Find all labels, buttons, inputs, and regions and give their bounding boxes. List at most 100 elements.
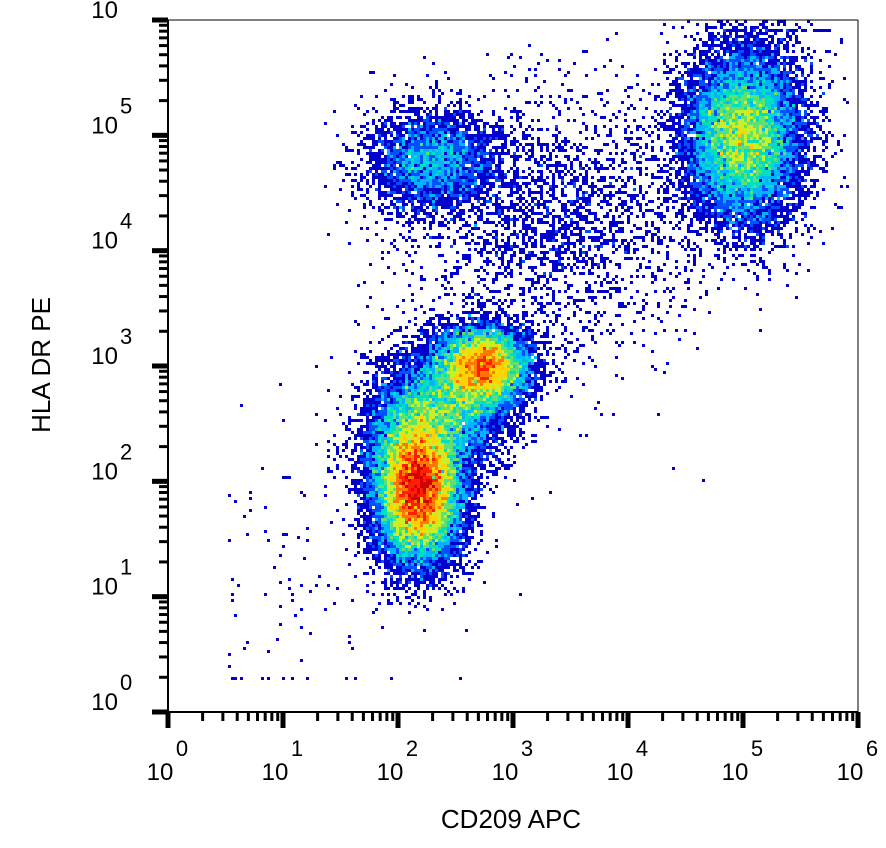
density-point bbox=[468, 176, 471, 179]
density-point bbox=[786, 86, 789, 89]
density-point bbox=[759, 125, 762, 128]
density-point bbox=[759, 158, 762, 161]
density-point bbox=[387, 191, 390, 194]
density-point bbox=[552, 194, 555, 197]
density-point bbox=[450, 167, 453, 170]
density-point bbox=[396, 128, 399, 131]
density-point bbox=[546, 206, 549, 209]
density-point bbox=[786, 137, 789, 140]
density-point bbox=[750, 104, 753, 107]
density-point bbox=[504, 173, 507, 176]
density-point bbox=[429, 134, 432, 137]
density-point bbox=[570, 179, 573, 182]
density-point bbox=[738, 35, 741, 38]
density-point bbox=[777, 74, 780, 77]
density-point bbox=[729, 68, 732, 71]
density-point bbox=[678, 188, 681, 191]
density-point bbox=[534, 101, 537, 104]
density-point bbox=[522, 182, 525, 185]
density-point bbox=[804, 191, 807, 194]
density-point bbox=[333, 110, 336, 113]
density-point bbox=[432, 203, 435, 206]
density-point bbox=[432, 143, 435, 146]
density-point bbox=[729, 164, 732, 167]
density-point bbox=[714, 173, 717, 176]
density-point bbox=[678, 98, 681, 101]
density-point bbox=[762, 152, 765, 155]
density-point bbox=[510, 167, 513, 170]
density-point bbox=[408, 146, 411, 149]
density-point bbox=[591, 110, 594, 113]
density-point bbox=[735, 68, 738, 71]
density-point bbox=[636, 200, 639, 203]
density-point bbox=[456, 131, 459, 134]
density-point bbox=[465, 221, 468, 224]
density-point bbox=[666, 209, 669, 212]
density-point bbox=[816, 155, 819, 158]
density-point bbox=[750, 167, 753, 170]
density-point bbox=[609, 158, 612, 161]
density-point bbox=[765, 47, 768, 50]
density-point bbox=[585, 200, 588, 203]
density-point bbox=[393, 137, 396, 140]
density-point bbox=[774, 194, 777, 197]
density-point bbox=[747, 119, 750, 122]
density-point bbox=[729, 188, 732, 191]
density-point bbox=[495, 224, 498, 227]
density-point bbox=[687, 131, 690, 134]
density-point bbox=[537, 62, 540, 65]
density-point bbox=[555, 197, 558, 200]
density-point bbox=[522, 113, 525, 116]
density-point bbox=[525, 80, 528, 83]
density-point bbox=[804, 143, 807, 146]
density-point bbox=[441, 161, 444, 164]
density-point bbox=[450, 137, 453, 140]
density-point bbox=[411, 143, 414, 146]
density-point bbox=[555, 155, 558, 158]
density-point bbox=[702, 86, 705, 89]
density-point bbox=[759, 164, 762, 167]
density-point bbox=[690, 119, 693, 122]
density-point bbox=[786, 155, 789, 158]
density-point bbox=[762, 125, 765, 128]
density-point bbox=[753, 218, 756, 221]
density-point bbox=[441, 140, 444, 143]
density-point bbox=[663, 125, 666, 128]
density-point bbox=[468, 215, 471, 218]
density-point bbox=[570, 89, 573, 92]
density-point bbox=[468, 179, 471, 182]
density-point bbox=[723, 197, 726, 200]
density-point bbox=[720, 182, 723, 185]
density-point bbox=[417, 125, 420, 128]
density-point bbox=[690, 146, 693, 149]
density-point bbox=[798, 176, 801, 179]
density-point bbox=[366, 182, 369, 185]
density-point bbox=[615, 191, 618, 194]
density-point bbox=[771, 182, 774, 185]
density-point bbox=[462, 179, 465, 182]
density-point bbox=[726, 47, 729, 50]
density-point bbox=[717, 215, 720, 218]
density-point bbox=[342, 143, 345, 146]
density-point bbox=[345, 221, 348, 224]
density-point bbox=[366, 170, 369, 173]
density-point bbox=[702, 107, 705, 110]
density-point bbox=[723, 32, 726, 35]
density-point bbox=[723, 95, 726, 98]
density-point bbox=[480, 173, 483, 176]
density-point bbox=[606, 134, 609, 137]
density-point bbox=[786, 41, 789, 44]
density-point bbox=[732, 119, 735, 122]
density-point bbox=[726, 62, 729, 65]
density-point bbox=[750, 149, 753, 152]
density-point bbox=[792, 197, 795, 200]
density-point bbox=[792, 152, 795, 155]
density-point bbox=[387, 116, 390, 119]
density-point bbox=[423, 101, 426, 104]
density-point bbox=[378, 134, 381, 137]
density-point bbox=[684, 128, 687, 131]
density-point bbox=[774, 98, 777, 101]
density-point bbox=[417, 161, 420, 164]
density-point bbox=[756, 194, 759, 197]
density-point bbox=[708, 143, 711, 146]
